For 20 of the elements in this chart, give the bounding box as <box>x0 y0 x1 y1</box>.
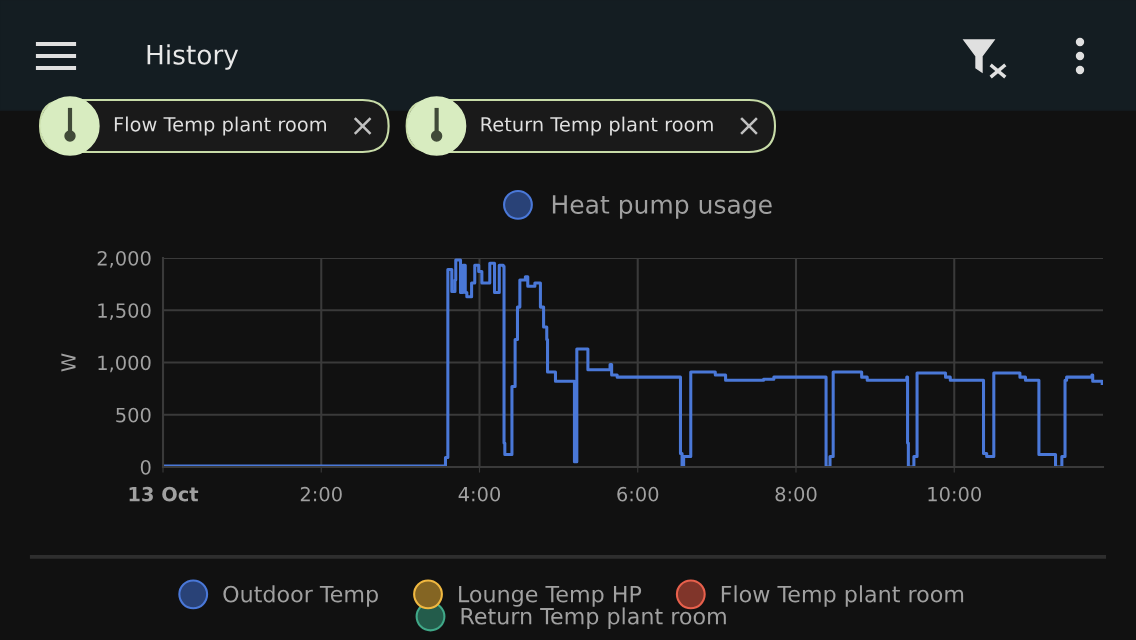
x-tick-label: 6:00 <box>617 486 659 502</box>
legend-label: Return Temp plant room <box>461 607 726 629</box>
legend-label: Lounge Temp HP <box>459 585 642 607</box>
text: Return Temp plant room <box>481 116 713 136</box>
y-tick-label: 500 <box>116 407 151 423</box>
y-tick-label: 1,500 <box>98 303 151 320</box>
legend-label: Flow Temp plant room <box>721 585 964 607</box>
text: History <box>147 44 239 70</box>
x-tick-label: 8:00 <box>775 486 817 502</box>
y-tick-label: 0 <box>140 459 151 475</box>
x-tick-label: 10:00 <box>928 486 981 502</box>
x-tick-label: 13 Oct <box>129 486 199 502</box>
legend-label: Heat pump usage <box>552 195 772 219</box>
x-tick-label: 4:00 <box>458 486 501 502</box>
y-axis-title: W <box>61 353 76 372</box>
text: Flow Temp plant room <box>114 116 326 136</box>
x-tick-label: 2:00 <box>300 486 342 502</box>
y-tick-label: 2,000 <box>97 250 151 268</box>
y-tick-label: 1,000 <box>98 355 151 373</box>
legend-label: Outdoor Temp <box>223 585 378 607</box>
